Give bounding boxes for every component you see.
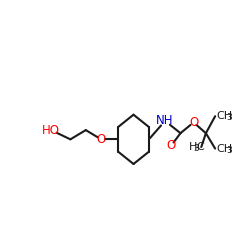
Text: 3: 3: [194, 144, 199, 153]
Text: O: O: [189, 116, 198, 129]
Text: CH: CH: [217, 144, 233, 154]
Text: O: O: [96, 133, 106, 146]
Text: NH: NH: [156, 114, 174, 127]
Text: C: C: [197, 142, 204, 152]
Text: H: H: [189, 142, 197, 152]
Text: O: O: [166, 139, 176, 152]
Text: HO: HO: [42, 124, 60, 136]
Text: 3: 3: [227, 113, 232, 122]
Text: 3: 3: [227, 146, 232, 154]
Text: CH: CH: [217, 111, 233, 121]
